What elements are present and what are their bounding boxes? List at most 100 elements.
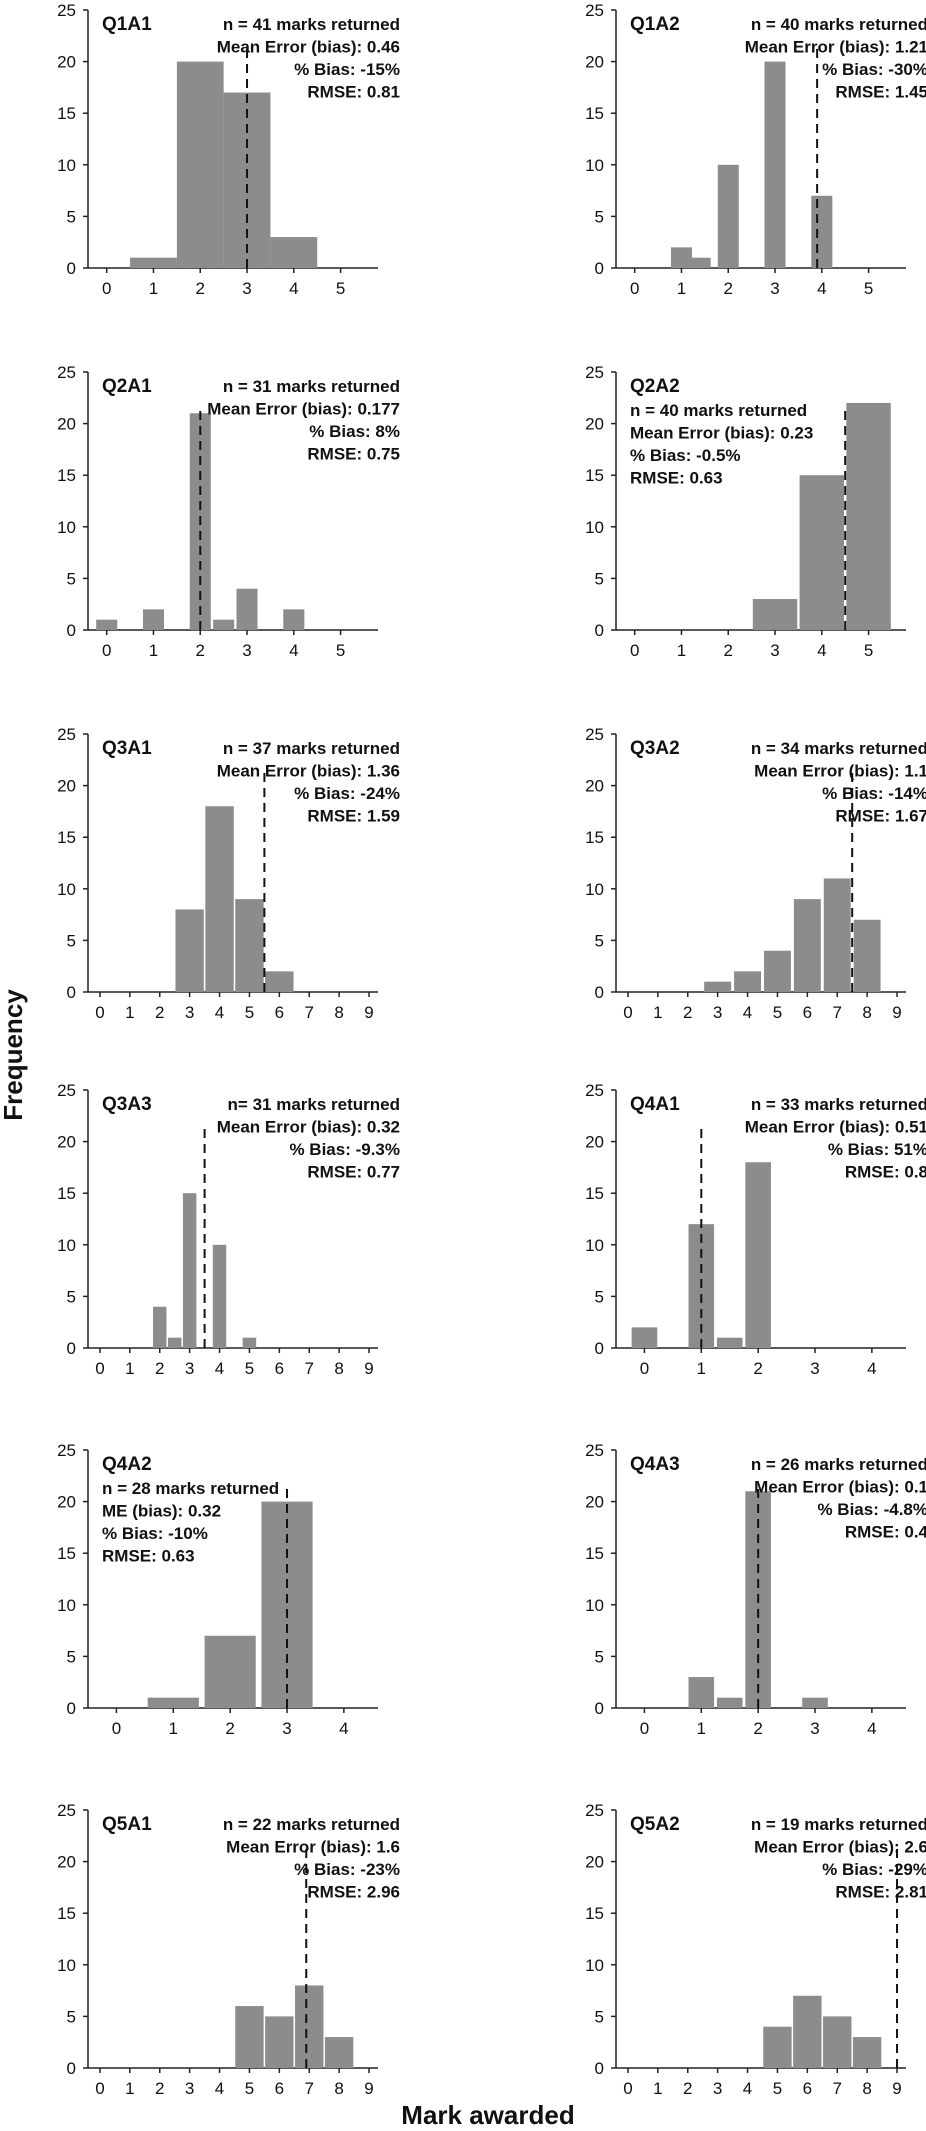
histogram-bar	[763, 950, 791, 992]
y-tick-label: 5	[67, 931, 76, 950]
stats-line: % Bias: -9.3%	[289, 1140, 400, 1159]
y-tick-label: 15	[585, 828, 604, 847]
x-tick-label: 2	[753, 1719, 762, 1738]
histogram-bar	[852, 2037, 882, 2068]
stats-line: RMSE: 0.63	[630, 469, 723, 488]
x-tick-label: 9	[364, 1359, 373, 1378]
x-tick-label: 1	[653, 2079, 662, 2098]
y-tick-label: 0	[595, 1339, 604, 1358]
y-tick-label: 15	[585, 1184, 604, 1203]
histogram-bar	[793, 1995, 822, 2068]
x-tick-label: 4	[215, 2079, 224, 2098]
y-tick-label: 5	[595, 931, 604, 950]
x-tick-label: 2	[155, 1359, 164, 1378]
x-tick-label: 4	[867, 1359, 876, 1378]
x-tick-label: 2	[683, 2079, 692, 2098]
histogram-bar	[716, 1697, 743, 1708]
stats-line: RMSE: 1.67	[835, 807, 926, 826]
x-tick-label: 0	[630, 641, 639, 660]
y-tick-label: 20	[585, 1493, 604, 1512]
stats-line: Mean Error (bias): 1.1	[754, 762, 926, 781]
x-tick-label: 7	[305, 2079, 314, 2098]
y-tick-label: 15	[585, 466, 604, 485]
x-tick-label: 2	[683, 1003, 692, 1022]
x-tick-label: 0	[102, 279, 111, 298]
x-tick-label: 4	[215, 1359, 224, 1378]
x-tick-label: 4	[289, 279, 298, 298]
y-tick-label: 20	[585, 415, 604, 434]
y-tick-label: 10	[57, 1956, 76, 1975]
stats-line: n = 31 marks returned	[223, 377, 400, 396]
stats-line: % Bias: -23%	[294, 1860, 400, 1879]
x-tick-label: 2	[196, 641, 205, 660]
y-tick-label: 20	[57, 1493, 76, 1512]
x-tick-label: 0	[630, 279, 639, 298]
y-tick-label: 25	[585, 725, 604, 744]
x-tick-label: 0	[95, 2079, 104, 2098]
panel-title: Q3A1	[102, 738, 152, 759]
histogram-bar	[853, 919, 881, 992]
x-tick-label: 3	[810, 1719, 819, 1738]
y-tick-label: 25	[57, 1081, 76, 1100]
panel-q4a1: 0 5 10 15 20 25 0 1 2 3 4 Q4A1 n = 33 marks returned…	[585, 1081, 926, 1378]
y-tick-label: 10	[57, 518, 76, 537]
y-tick-label: 0	[67, 2059, 76, 2078]
y-tick-label: 20	[57, 1133, 76, 1152]
histogram-bar	[846, 402, 891, 630]
stats-line: Mean Error (bias): 0.1	[754, 1478, 926, 1497]
panel-q1a1: 0 5 10 15 20 25 0 1 2 3 4 5 Q1A1 n = 41 marks returne…	[57, 1, 400, 298]
y-tick-label: 25	[585, 363, 604, 382]
histogram-bar	[716, 1337, 743, 1348]
x-tick-label: 7	[305, 1359, 314, 1378]
panel-title: Q1A2	[630, 14, 680, 35]
x-tick-label: 0	[102, 641, 111, 660]
y-tick-label: 15	[57, 1184, 76, 1203]
y-tick-label: 0	[67, 259, 76, 278]
y-tick-label: 15	[57, 1544, 76, 1563]
x-tick-label: 5	[245, 2079, 254, 2098]
x-tick-label: 4	[867, 1719, 876, 1738]
x-tick-label: 1	[125, 2079, 134, 2098]
stats-line: % Bias: -4.8%	[817, 1500, 926, 1519]
y-tick-label: 15	[57, 104, 76, 123]
stats-line: RMSE: 1.59	[307, 807, 400, 826]
x-tick-label: 8	[334, 1359, 343, 1378]
y-tick-label: 15	[585, 1544, 604, 1563]
stats-line: n = 40 marks returned	[630, 401, 807, 420]
y-tick-label: 25	[585, 1441, 604, 1460]
stats-line: RMSE: 0.4	[845, 1523, 926, 1542]
y-tick-label: 10	[57, 156, 76, 175]
y-tick-label: 20	[585, 777, 604, 796]
y-tick-label: 25	[585, 1, 604, 20]
y-tick-label: 25	[57, 1801, 76, 1820]
x-tick-label: 3	[810, 1359, 819, 1378]
x-tick-label: 8	[862, 2079, 871, 2098]
histogram-bar	[153, 1306, 167, 1348]
x-tick-label: 2	[196, 279, 205, 298]
x-tick-label: 5	[864, 279, 873, 298]
histogram-bar	[265, 971, 294, 992]
histogram-bar	[204, 1635, 256, 1708]
y-tick-label: 0	[595, 259, 604, 278]
panel-title: Q2A2	[630, 376, 680, 397]
panel-title: Q1A1	[102, 14, 152, 35]
y-tick-label: 5	[595, 1647, 604, 1666]
panel-q3a2: 0 5 10 15 20 25 0 1 2 3 4 5 6 7 8 9 Q3A2 n = 34 marks ret…	[585, 725, 926, 1022]
stats-line: n = 37 marks returned	[223, 739, 400, 758]
y-tick-label: 20	[57, 53, 76, 72]
x-tick-label: 1	[697, 1719, 706, 1738]
y-tick-label: 10	[585, 156, 604, 175]
y-tick-label: 15	[57, 828, 76, 847]
x-tick-label: 3	[282, 1719, 291, 1738]
y-tick-label: 5	[67, 207, 76, 226]
y-tick-label: 20	[57, 1853, 76, 1872]
x-tick-label: 1	[125, 1359, 134, 1378]
stats-line: Mean Error (bias): 1.36	[217, 762, 400, 781]
panel-q2a1: 0 5 10 15 20 25 0 1 2 3 4 5 Q2A1 n = 31 marks returne…	[57, 363, 400, 660]
histogram-bar	[823, 878, 851, 992]
x-tick-label: 9	[364, 2079, 373, 2098]
y-tick-label: 10	[585, 1956, 604, 1975]
y-tick-label: 5	[67, 569, 76, 588]
x-tick-label: 5	[773, 1003, 782, 1022]
